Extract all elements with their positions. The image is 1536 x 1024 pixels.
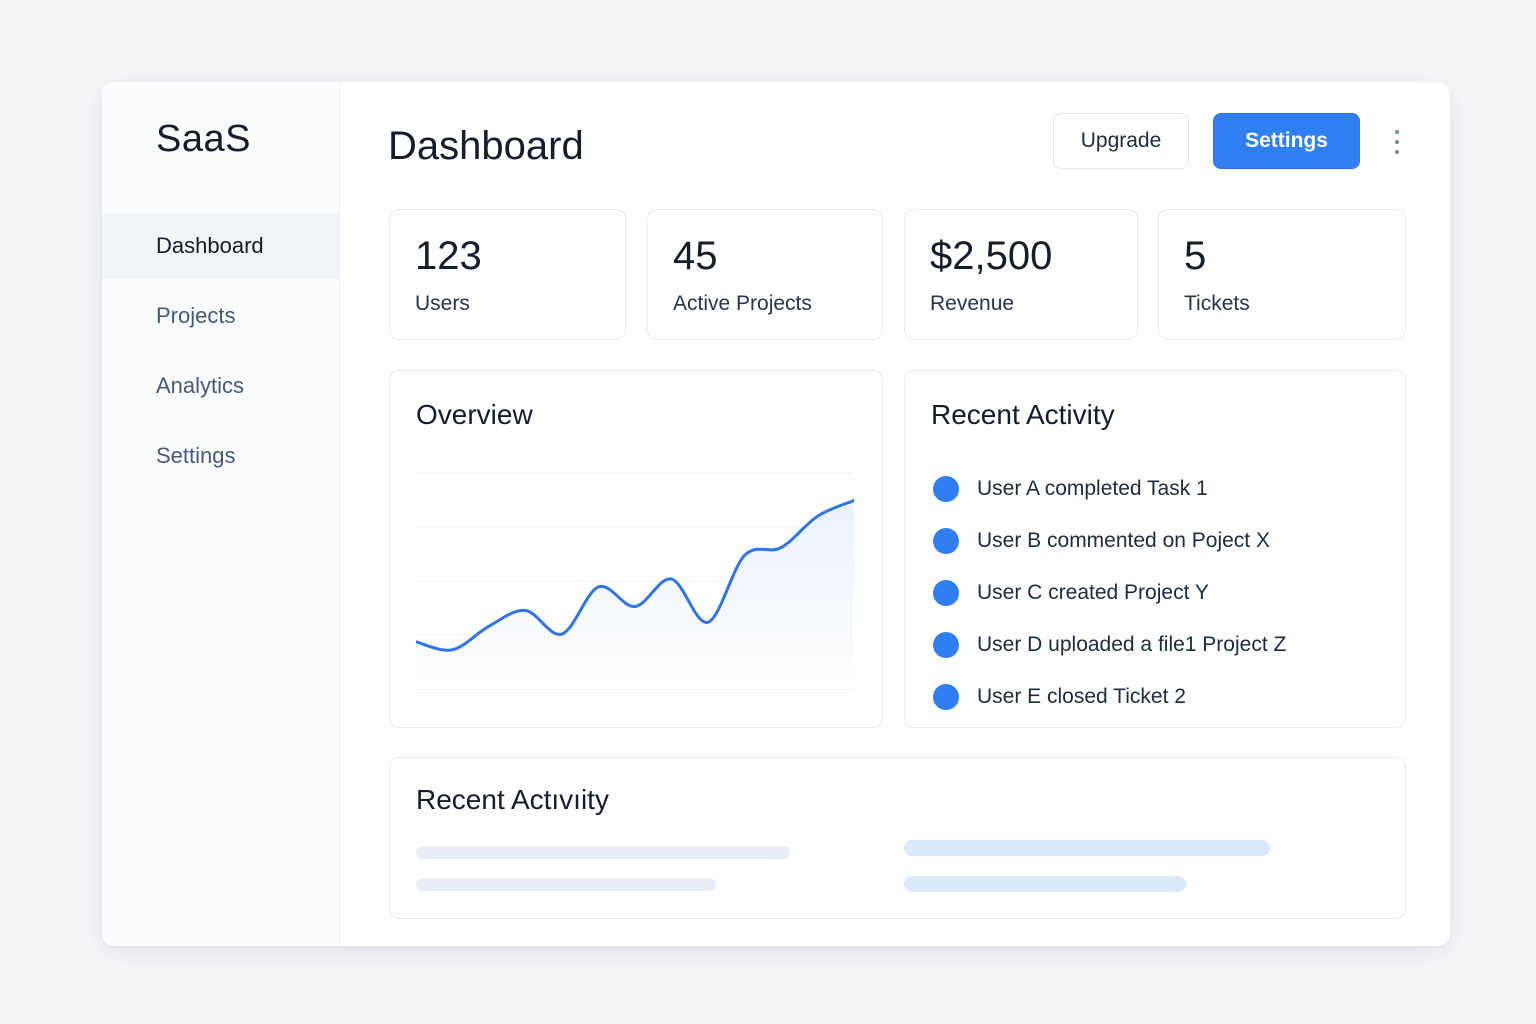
overview-title: Overview bbox=[416, 399, 533, 430]
activity-item[interactable]: User D uploaded a file1 Project Z bbox=[933, 619, 1286, 671]
recent-activity-title: Recent Activity bbox=[931, 399, 1115, 430]
stat-value: 45 bbox=[673, 234, 718, 278]
activity-item[interactable]: User C created Project Y bbox=[933, 567, 1286, 619]
stat-card-tickets: 5 Tickets bbox=[1158, 209, 1406, 340]
activity-text: User B commented on Poject X bbox=[977, 529, 1270, 552]
skeleton-bar bbox=[416, 846, 790, 859]
more-dot bbox=[1395, 150, 1399, 154]
sidebar-item-label: Analytics bbox=[156, 373, 245, 398]
overview-chart bbox=[416, 472, 854, 690]
stat-label: Revenue bbox=[930, 292, 1015, 315]
activity-item[interactable]: User B commented on Poject X bbox=[933, 515, 1286, 567]
stat-label: Tickets bbox=[1184, 292, 1250, 315]
activity-item[interactable]: User E closed Ticket 2 bbox=[933, 671, 1286, 723]
overview-card: Overview bbox=[389, 370, 883, 728]
stat-value: 5 bbox=[1184, 234, 1207, 278]
activity-item[interactable]: User A completed Task 1 bbox=[933, 463, 1286, 515]
activity-text: User A completed Task 1 bbox=[977, 477, 1208, 500]
sidebar-item-projects[interactable]: Projects bbox=[102, 283, 340, 349]
stat-label: Users bbox=[415, 292, 470, 315]
sidebar-item-label: Projects bbox=[156, 303, 236, 328]
activity-text: User D uploaded a file1 Project Z bbox=[977, 633, 1287, 656]
upgrade-button[interactable]: Upgrade bbox=[1053, 113, 1189, 169]
activity-list: User A completed Task 1 User B commented… bbox=[933, 463, 1286, 723]
more-dot bbox=[1395, 130, 1399, 134]
sidebar-nav: Dashboard Projects Analytics Settings bbox=[102, 213, 340, 493]
stat-label: Active Projects bbox=[673, 292, 812, 315]
sidebar-item-analytics[interactable]: Analytics bbox=[102, 353, 340, 419]
recent-activity-bottom-title: Recent Actıvıity bbox=[416, 784, 609, 815]
activity-dot-icon bbox=[933, 528, 959, 554]
recent-activity-bottom-card: Recent Actıvıity bbox=[389, 757, 1406, 919]
stat-card-users: 123 Users bbox=[389, 209, 626, 340]
skeleton-bar bbox=[904, 876, 1186, 892]
sidebar: SaaS Dashboard Projects Analytics Settin… bbox=[102, 82, 340, 946]
more-vertical-icon[interactable] bbox=[1388, 130, 1406, 154]
app-window: SaaS Dashboard Projects Analytics Settin… bbox=[102, 82, 1450, 946]
activity-dot-icon bbox=[933, 476, 959, 502]
stat-card-revenue: $2,500 Revenue bbox=[904, 209, 1138, 340]
activity-text: User C created Project Y bbox=[977, 581, 1209, 604]
recent-activity-card: Recent Activity User A completed Task 1 … bbox=[904, 370, 1406, 728]
stat-value: 123 bbox=[415, 234, 482, 278]
activity-text: User E closed Ticket 2 bbox=[977, 685, 1186, 708]
sidebar-item-settings[interactable]: Settings bbox=[102, 423, 340, 489]
main-content: Dashboard Upgrade Settings 123 Users 45 … bbox=[340, 82, 1450, 946]
app-logo: SaaS bbox=[156, 118, 251, 160]
activity-dot-icon bbox=[933, 632, 959, 658]
chart-series-line bbox=[416, 498, 854, 652]
sidebar-item-label: Settings bbox=[156, 443, 236, 468]
stat-card-active-projects: 45 Active Projects bbox=[647, 209, 883, 340]
chart-area-fill bbox=[416, 500, 854, 689]
stat-value: $2,500 bbox=[930, 234, 1053, 278]
sidebar-item-label: Dashboard bbox=[156, 233, 264, 258]
settings-button[interactable]: Settings bbox=[1213, 113, 1360, 169]
skeleton-bar bbox=[904, 840, 1270, 856]
page-title: Dashboard bbox=[388, 124, 584, 168]
skeleton-bar bbox=[416, 878, 716, 891]
sidebar-item-dashboard[interactable]: Dashboard bbox=[102, 213, 340, 279]
activity-dot-icon bbox=[933, 684, 959, 710]
more-dot bbox=[1395, 140, 1399, 144]
activity-dot-icon bbox=[933, 580, 959, 606]
